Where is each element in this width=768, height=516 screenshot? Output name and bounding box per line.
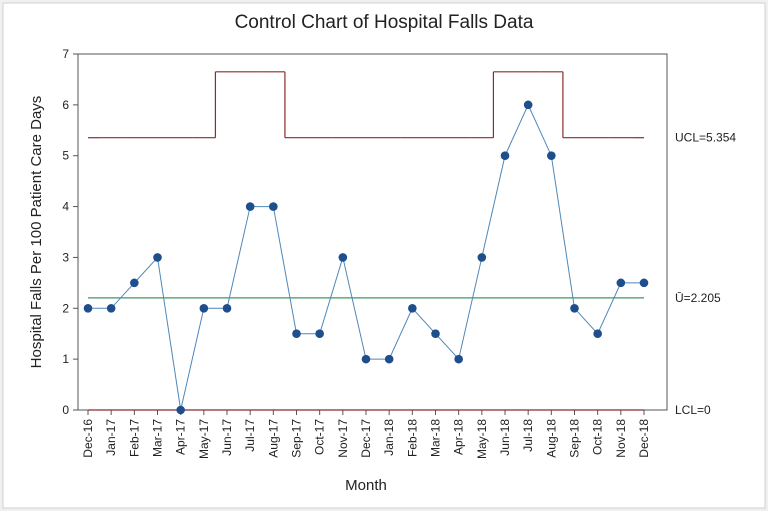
data-point: [523, 100, 533, 110]
data-point: [199, 303, 209, 313]
x-tick-label: Sep-18: [568, 419, 582, 458]
data-point: [639, 278, 649, 288]
data-point: [616, 278, 626, 288]
y-tick-label: 0: [62, 403, 69, 417]
x-tick-label: May-17: [197, 419, 211, 459]
x-tick-label: Mar-18: [429, 419, 443, 457]
data-point: [454, 354, 463, 364]
x-tick-label: Jan-18: [382, 419, 396, 456]
data-point: [153, 253, 162, 262]
data-point: [361, 354, 371, 364]
y-tick-label: 2: [62, 301, 69, 315]
x-tick-label: Aug-17: [266, 419, 280, 458]
x-tick-label: Nov-17: [336, 419, 350, 458]
x-tick-label: Oct-18: [591, 419, 605, 455]
y-tick-label: 4: [62, 200, 69, 214]
x-tick-label: Apr-17: [174, 419, 188, 455]
x-tick-label: Feb-18: [405, 419, 419, 457]
data-point: [106, 303, 116, 313]
y-tick-label: 6: [62, 98, 69, 112]
data-point: [477, 253, 487, 262]
data-point: [83, 303, 93, 313]
x-tick-label: Dec-16: [81, 419, 95, 458]
x-tick-label: Feb-17: [127, 419, 141, 457]
y-tick-label: 7: [62, 47, 69, 61]
data-point: [384, 354, 394, 364]
data-point: [292, 329, 301, 339]
x-tick-label: Oct-17: [313, 419, 327, 455]
x-tick-label: Jun-18: [498, 419, 512, 456]
x-tick-label: Sep-17: [290, 419, 304, 458]
y-axis-label: Hospital Falls Per 100 Patient Care Days: [28, 96, 45, 369]
x-tick-label: May-18: [475, 419, 489, 459]
limit-label: UCL=5.354: [675, 131, 736, 145]
data-point: [269, 202, 278, 211]
chart-title: Control Chart of Hospital Falls Data: [235, 12, 534, 33]
data-point: [431, 329, 440, 339]
x-axis-label: Month: [345, 477, 387, 494]
data-point: [338, 253, 348, 262]
x-tick-label: Jul-17: [243, 419, 257, 452]
x-tick-label: Dec-18: [637, 419, 651, 458]
data-point: [570, 303, 579, 313]
y-tick-label: 3: [62, 250, 69, 264]
x-tick-label: Aug-18: [544, 419, 558, 458]
plot-frame: [77, 53, 668, 411]
data-point: [547, 151, 556, 161]
x-tick-label: Nov-18: [614, 419, 628, 458]
data-point: [130, 278, 139, 288]
data-point: [315, 329, 324, 339]
limit-label: Ū=2.205: [675, 291, 721, 305]
x-tick-label: Jul-18: [521, 419, 535, 452]
x-tick-label: Mar-17: [151, 419, 165, 457]
data-point: [500, 151, 510, 161]
x-tick-label: Jun-17: [220, 419, 234, 456]
data-point: [408, 303, 417, 313]
limit-label: LCL=0: [675, 403, 711, 417]
x-tick-label: Dec-17: [359, 419, 373, 458]
y-tick-label: 1: [62, 352, 69, 366]
y-tick-label: 5: [62, 149, 69, 163]
data-point: [245, 202, 255, 211]
x-tick-label: Apr-18: [452, 419, 466, 455]
data-point: [176, 405, 185, 415]
data-point: [593, 329, 602, 339]
x-tick-label: Jan-17: [104, 419, 118, 456]
data-point: [222, 303, 232, 313]
